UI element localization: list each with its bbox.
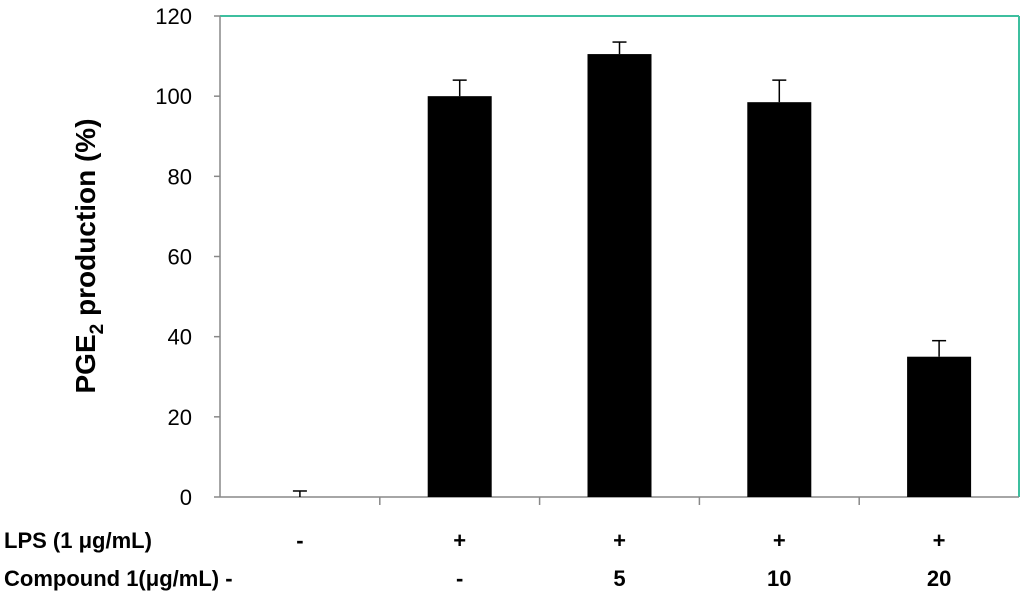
y-axis-label: PGE2 production (%) (70, 118, 108, 393)
y-tick-label: 60 (168, 245, 192, 270)
x-axis-ticks (379, 497, 860, 505)
condition-value: 5 (613, 566, 625, 591)
condition-value: 20 (927, 566, 951, 591)
y-tick-label: 0 (180, 485, 192, 510)
y-tick-label: 120 (155, 4, 192, 29)
y-tick-label: 20 (168, 405, 192, 430)
condition-value: + (453, 528, 466, 553)
condition-rows: LPS (1 μg/mL) - + + + + Compound 1(μg/mL) - - 5 1… (4, 528, 951, 591)
y-axis-label-rest: production (%) (70, 118, 101, 323)
condition-value: - (456, 566, 463, 591)
condition-row-label: LPS (1 μg/mL) (4, 528, 152, 553)
condition-value: + (613, 528, 626, 553)
y-tick-label: 100 (155, 84, 192, 109)
bar (587, 54, 652, 498)
plot-frame (220, 15, 1020, 497)
condition-row-label: Compound 1(μg/mL) - (4, 566, 233, 591)
y-axis-ticks: 0 20 40 60 80 100 120 (155, 4, 220, 510)
condition-value: - (296, 528, 303, 553)
bars (427, 54, 972, 498)
error-bars (292, 41, 947, 497)
y-axis-label-subscript: 2 (87, 324, 108, 335)
condition-value: + (933, 528, 946, 553)
condition-value: + (773, 528, 786, 553)
bar (427, 96, 492, 498)
bar (747, 102, 812, 497)
bar (907, 356, 972, 497)
y-tick-label: 80 (168, 164, 192, 189)
y-axis-label-main: PGE (70, 334, 101, 393)
y-tick-label: 40 (168, 325, 192, 350)
condition-value: 10 (767, 566, 791, 591)
